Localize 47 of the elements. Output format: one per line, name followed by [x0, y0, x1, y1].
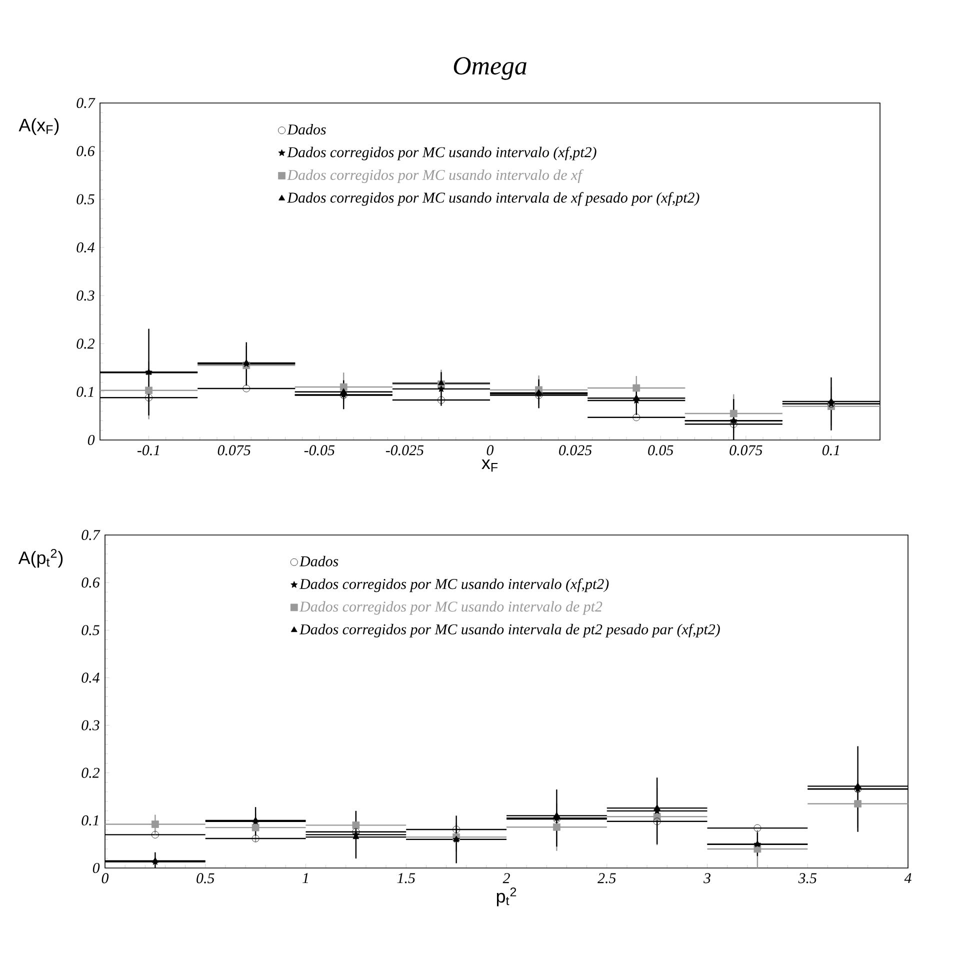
- legend-label: Dados corregidos por MC usando intervalo (xf,pt2): [299, 578, 609, 592]
- x-tick-label: 1: [302, 873, 308, 884]
- x-tick-label: -0.1: [138, 445, 160, 456]
- x-tick-label: 0.075: [218, 445, 250, 456]
- x-tick-label: 2.5: [598, 873, 616, 884]
- x-tick-label: 0: [486, 445, 494, 456]
- y-axis-title: A(x$_{F}$): [18, 118, 59, 135]
- y-tick-label: 0.4: [76, 242, 94, 253]
- legend-label: Dados corregidos por MC usando intervalo de xf: [287, 169, 584, 184]
- y-tick-label: 0.5: [82, 625, 100, 636]
- x-tick-label: 0.025: [559, 445, 592, 456]
- y-tick-label: 0.7: [76, 98, 96, 108]
- y-tick-label: 0.1: [82, 815, 98, 826]
- x-tick-label: 2: [502, 873, 510, 884]
- x-axis-title: x$_{F}$: [482, 459, 498, 472]
- x-tick-label: 0.05: [648, 445, 674, 456]
- y-tick-label: 0.2: [82, 768, 100, 778]
- legend-label: Dados corregidos por MC usando intervala de xf pesado por (xf,pt2): [287, 192, 700, 206]
- x-tick-label: 0.1: [822, 445, 839, 456]
- y-tick-label: 0.5: [76, 194, 94, 204]
- x-tick-label: 0.075: [730, 445, 762, 456]
- legend-label: Dados: [287, 124, 326, 135]
- y-tick-label: 0.4: [82, 672, 100, 683]
- legend-label: Dados corregidos por MC usando intervalo de pt2: [299, 601, 602, 615]
- y-tick-label: 0.3: [76, 290, 94, 301]
- y-tick-label: 0.6: [76, 146, 95, 156]
- y-axis-title: A(p$_{t}$$^{2}$): [18, 548, 63, 568]
- y-tick-label: 0.1: [76, 386, 94, 397]
- y-tick-label: 0.6: [82, 577, 100, 588]
- legend-label: Dados corregidos por MC usando intervalo (xf,pt2): [287, 146, 596, 160]
- x-tick-label: -0.05: [304, 445, 335, 456]
- x-tick-label: 3: [704, 873, 710, 884]
- y-tick-label: 0.7: [82, 530, 100, 540]
- x-tick-label: 0.5: [196, 873, 214, 884]
- chart-title: Omega: [454, 57, 526, 80]
- x-tick-label: 0: [102, 873, 109, 884]
- x-tick-label: 3.5: [798, 873, 817, 884]
- y-tick-label: 0: [88, 434, 95, 446]
- legend-label: Dados corregidos por MC usando intervala de pt2 pesado par (xf,pt2): [299, 624, 720, 638]
- y-tick-label: 0.3: [82, 720, 100, 730]
- x-tick-label: -0.025: [386, 445, 424, 456]
- legend-label: Dados: [299, 556, 338, 566]
- y-tick-label: 0.2: [76, 338, 94, 349]
- y-tick-label: 0: [92, 862, 100, 874]
- x-axis-title: p$_{t}$2: [496, 887, 516, 906]
- x-tick-label: 4: [904, 873, 912, 884]
- x-tick-label: 1.5: [397, 873, 416, 884]
